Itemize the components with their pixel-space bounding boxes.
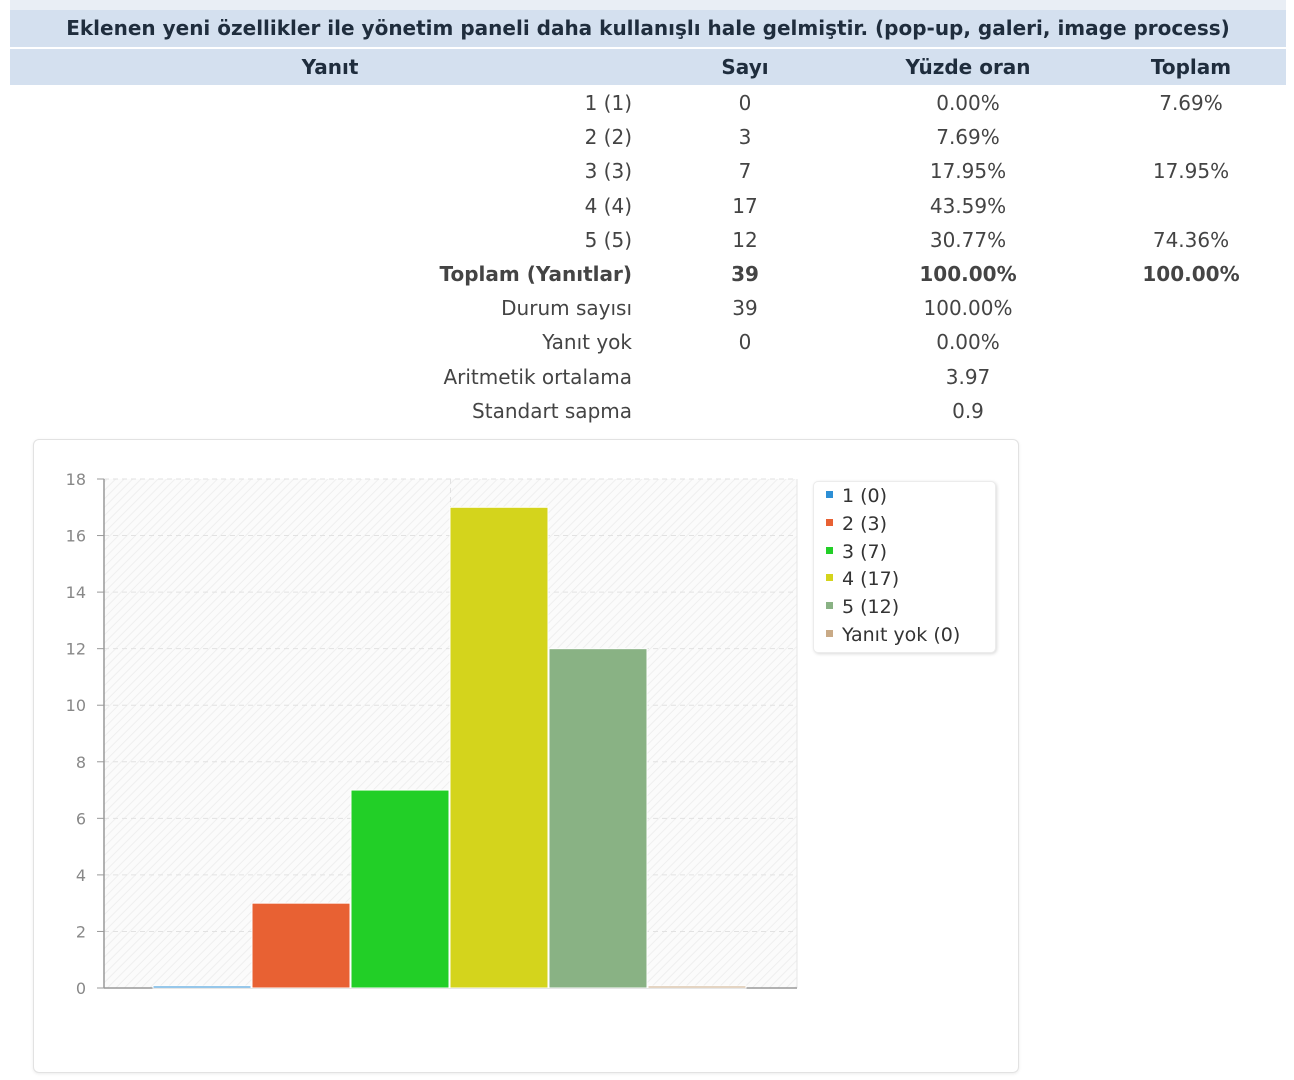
bar [251, 902, 351, 989]
question-title: Eklenen yeni özellikler ile yönetim pane… [10, 10, 1286, 47]
row-count: 0 [738, 91, 752, 115]
table-row: 4 (4) 17 43.59% [10, 189, 1286, 223]
bar [548, 648, 648, 989]
legend-label: Yanıt yok (0) [842, 624, 961, 646]
row-count: 39 [732, 296, 758, 321]
y-tick-label: 6 [76, 809, 86, 828]
row-label: Durum sayısı [501, 296, 632, 321]
bar [152, 985, 252, 989]
table-header: Yanıt Sayı Yüzde oran Toplam [10, 49, 1286, 85]
y-tick-label: 4 [76, 866, 86, 885]
legend-item: Yanıt yok (0) [826, 623, 960, 651]
header-toplam: Toplam [1150, 55, 1232, 79]
row-percent: 43.59% [929, 193, 1007, 218]
stats-table: 1 (1) 0 0.00% 7.69% 2 (2) 3 7.69% 3 (3) … [10, 86, 1286, 428]
y-tick-label: 10 [66, 696, 86, 715]
row-label: 3 (3) [584, 159, 632, 184]
table-row: Aritmetik ortalama 3.97 [10, 360, 1286, 394]
legend-swatch [826, 546, 833, 554]
row-percent: 100.00% [923, 296, 1013, 321]
table-row: Standart sapma 0.9 [10, 394, 1286, 428]
row-count: 17 [732, 193, 758, 218]
bar [449, 506, 549, 989]
chart-legend: 1 (0) 2 (3) 3 (7) 4 (17) 5 (12) Yanıt yok (0) [813, 481, 996, 653]
row-label: 2 (2) [584, 125, 632, 150]
row-label: Standart sapma [472, 398, 632, 423]
top-strip [10, 0, 1286, 10]
y-tick-label: 0 [76, 979, 86, 998]
legend-swatch [826, 491, 833, 498]
row-total: 100.00% [1142, 261, 1240, 286]
row-total: 17.95% [1152, 159, 1230, 184]
table-row: 1 (1) 0 0.00% 7.69% [10, 86, 1286, 120]
legend-label: 3 (7) [842, 540, 888, 563]
legend-label: 1 (0) [842, 485, 888, 507]
row-label: 4 (4) [584, 193, 632, 218]
table-row-total: Toplam (Yanıtlar) 39 100.00% 100.00% [10, 257, 1286, 291]
row-percent: 7.69% [936, 125, 1000, 150]
legend-item: 3 (7) [826, 540, 887, 568]
legend-swatch [826, 574, 833, 582]
row-percent: 30.77% [929, 227, 1007, 252]
bar [647, 985, 747, 989]
row-percent: 17.95% [929, 159, 1007, 184]
legend-label: 5 (12) [842, 596, 900, 619]
y-tick-label: 18 [66, 470, 86, 489]
row-percent: 0.9 [952, 398, 984, 423]
row-count: 0 [738, 330, 752, 355]
row-percent: 0.00% [936, 91, 1000, 115]
row-label: Toplam (Yanıtlar) [439, 261, 633, 286]
legend-swatch [826, 602, 833, 610]
row-count: 12 [732, 227, 758, 252]
row-percent: 3.97 [945, 364, 991, 389]
legend-swatch [826, 630, 833, 637]
table-row: 3 (3) 7 17.95% 17.95% [10, 154, 1286, 188]
row-count: 7 [738, 159, 752, 184]
row-label: 1 (1) [584, 91, 632, 115]
legend-item: 2 (3) [826, 512, 887, 540]
legend-swatch [826, 518, 833, 526]
header-yanit: Yanıt [301, 55, 359, 79]
y-tick-label: 16 [66, 527, 86, 546]
row-label: 5 (5) [584, 227, 632, 252]
row-count: 39 [731, 261, 759, 286]
legend-item: 5 (12) [826, 595, 899, 623]
row-label: Aritmetik ortalama [443, 364, 632, 389]
y-tick-label: 2 [76, 922, 86, 941]
bar [350, 789, 450, 989]
legend-label: 2 (3) [842, 512, 888, 535]
table-row: Durum sayısı 39 100.00% [10, 291, 1286, 325]
header-sayi: Sayı [721, 55, 769, 79]
row-label: Yanıt yok [542, 330, 632, 355]
row-total: 7.69% [1159, 91, 1223, 115]
row-percent: 100.00% [919, 261, 1017, 286]
y-tick-label: 12 [66, 640, 86, 659]
legend-item: 1 (0) [826, 484, 887, 512]
table-row: 2 (2) 3 7.69% [10, 120, 1286, 154]
row-total: 74.36% [1152, 227, 1230, 252]
legend-item: 4 (17) [826, 567, 899, 595]
table-row: Yanıt yok 0 0.00% [10, 325, 1286, 359]
table-row: 5 (5) 12 30.77% 74.36% [10, 223, 1286, 257]
row-percent: 0.00% [936, 330, 1000, 355]
row-count: 3 [738, 125, 752, 150]
legend-label: 4 (17) [842, 568, 900, 591]
y-tick-label: 8 [76, 753, 86, 772]
header-yuzde-oran: Yüzde oran [905, 55, 1031, 79]
y-tick-label: 14 [66, 583, 86, 602]
